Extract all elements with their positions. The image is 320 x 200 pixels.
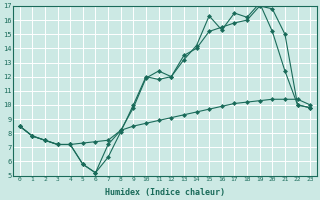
X-axis label: Humidex (Indice chaleur): Humidex (Indice chaleur) [105, 188, 225, 197]
